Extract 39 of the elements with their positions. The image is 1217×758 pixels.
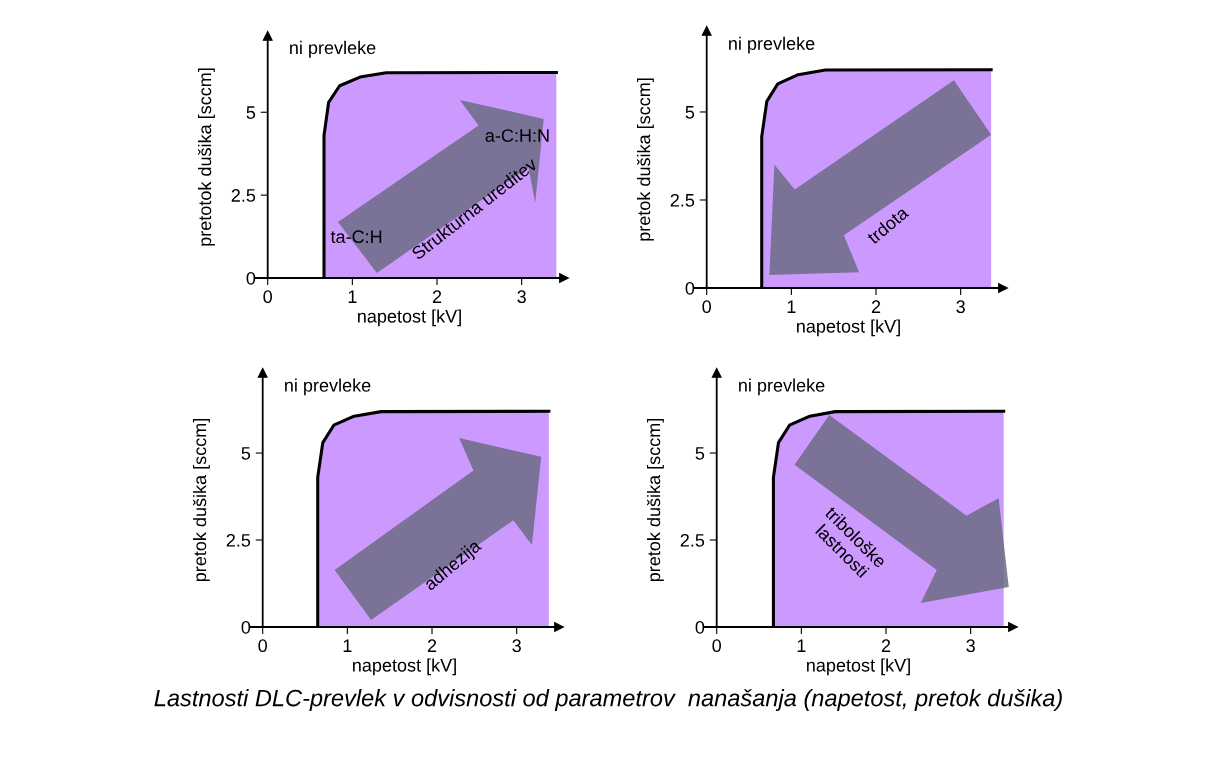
- x-tick-label: 3: [512, 639, 521, 653]
- y-tick-label: 0: [695, 620, 705, 634]
- y-axis-title: pretok dušika [sccm]: [636, 78, 654, 241]
- annotation: ni prevleke: [285, 378, 371, 396]
- y-tick-label: 0: [241, 620, 251, 634]
- x-tick-label: 3: [956, 300, 965, 314]
- x-axis-title: napetost [kV]: [807, 658, 910, 676]
- text: Lastnosti DLC-prevlek v odvisnosti od parametrov nanašanja (napetost, pretok dušika): [154, 688, 1062, 712]
- y-tick-label: 5: [685, 106, 695, 119]
- x-tick-label: 2: [881, 639, 891, 652]
- x-tick-label: 3: [966, 639, 975, 653]
- x-axis-title: napetost [kV]: [353, 658, 456, 676]
- y-tick-label: 5: [695, 447, 705, 460]
- annotation: ni prevleke: [739, 378, 825, 396]
- x-axis-title: napetost [kV]: [358, 309, 461, 327]
- y-axis-title: pretok dušika [sccm]: [646, 419, 664, 582]
- annotation: ni prevleke: [290, 40, 376, 58]
- x-tick-label: 1: [343, 639, 352, 652]
- y-axis-title: pretok dušika [sccm]: [192, 419, 210, 582]
- y-tick-label: 2.5: [680, 533, 705, 547]
- annotation: ni prevleke: [729, 36, 815, 54]
- y-tick-label: 0: [246, 271, 256, 285]
- x-tick-label: 1: [787, 300, 796, 313]
- x-tick-label: 0: [263, 290, 273, 304]
- x-tick-label: 2: [427, 639, 437, 652]
- y-tick-label: 2.5: [670, 193, 695, 207]
- x-tick-label: 2: [432, 290, 442, 303]
- x-tick-label: 1: [797, 639, 806, 652]
- y-tick-label: 2.5: [231, 189, 256, 202]
- x-tick-label: 0: [712, 639, 722, 653]
- y-tick-label: 2.5: [226, 533, 251, 547]
- x-tick-label: 1: [348, 290, 357, 303]
- x-tick-label: 3: [517, 290, 526, 304]
- x-axis-title: napetost [kV]: [797, 319, 900, 337]
- y-tick-label: 5: [246, 106, 256, 119]
- y-axis-title: pretotok dušika [sccm]: [197, 68, 215, 246]
- x-tick-label: 2: [871, 300, 881, 313]
- x-tick-label: 0: [258, 639, 268, 653]
- y-tick-label: 5: [241, 447, 251, 460]
